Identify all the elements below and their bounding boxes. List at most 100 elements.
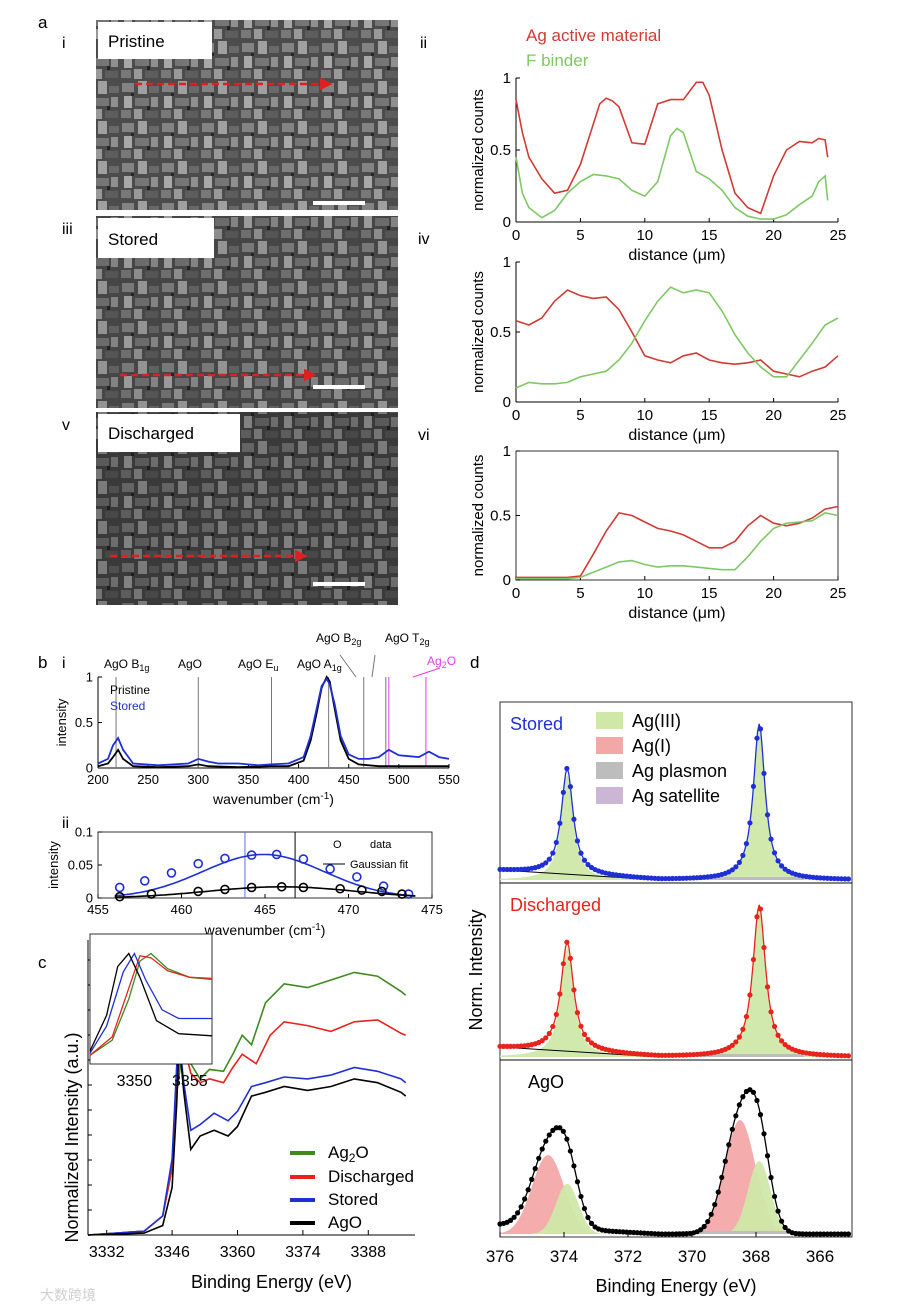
- data-point: [564, 765, 570, 772]
- x-axis-label: wavenumber (cm-1): [212, 791, 334, 807]
- data-point: [768, 836, 774, 842]
- data-point: [581, 1205, 588, 1212]
- inset-tick-label: 3350: [117, 1073, 153, 1090]
- x-tick-label: 25: [830, 407, 847, 424]
- legend-label: Ag plasmon: [632, 761, 727, 781]
- series-line-ag: [515, 81, 829, 215]
- data-point: [546, 1030, 552, 1037]
- y-tick-label: 0.5: [75, 715, 93, 730]
- data-point: [529, 1176, 535, 1182]
- band-label: AgO A1g: [297, 657, 342, 673]
- data-point: [515, 1210, 521, 1216]
- data-point: [543, 1138, 549, 1144]
- data-point: [539, 1146, 545, 1152]
- x-tick-label: 3360: [220, 1244, 256, 1261]
- panel-roman: ii: [62, 815, 69, 832]
- data-point-pristine: [193, 886, 203, 897]
- peak-fill-ag-iii: [500, 1183, 852, 1234]
- legend-label: Ag(I): [632, 736, 671, 756]
- data-point: [698, 1227, 704, 1233]
- data-point-stored: [193, 858, 203, 869]
- x-axis-label: wavenumber (cm-1): [204, 922, 326, 938]
- data-point: [747, 820, 753, 826]
- data-point-stored: [298, 854, 309, 864]
- data-point: [750, 956, 757, 963]
- profile-chart-vi: vi 0 5 10 15 20 25 0 0.5 1 distance (μm) normalized…: [418, 427, 846, 622]
- legend-fit: Gaussian fit: [350, 859, 408, 871]
- panel-label-a: a: [38, 13, 48, 32]
- profile-chart-iv: iv 0 5 10 15 20 25 0 0.5 1 distance (μm) normalized…: [418, 231, 846, 444]
- data-point: [560, 961, 566, 967]
- data-point: [726, 1142, 732, 1148]
- series-line-f-binder: [516, 512, 839, 580]
- data-point: [585, 1214, 591, 1221]
- x-tick-label: 350: [238, 772, 260, 787]
- x-tick-label: 470: [338, 902, 360, 917]
- plasmon-fill: [676, 1054, 804, 1057]
- data-point: [571, 1163, 577, 1169]
- xps-panel-stored: Stored: [497, 701, 853, 884]
- panel-roman: ii: [420, 35, 427, 52]
- data-point: [761, 944, 767, 951]
- data-point: [553, 839, 559, 846]
- y-axis-label: Normalized Intensity (a.u.): [62, 1032, 82, 1242]
- data-point: [511, 1214, 517, 1220]
- x-axis-label: distance (μm): [628, 427, 725, 444]
- panel-label-c: c: [38, 953, 47, 972]
- data-point: [705, 1218, 711, 1225]
- data-point: [733, 1039, 739, 1045]
- data-point: [722, 1158, 728, 1164]
- x-tick-label: 15: [701, 407, 718, 424]
- y-tick-label: 0: [503, 214, 511, 231]
- data-point: [779, 863, 785, 869]
- x-tick-label: 10: [636, 407, 653, 424]
- data-point: [733, 864, 739, 870]
- sem-image-discharged: v Discharged: [62, 412, 398, 605]
- peak-fill-ag-iii: [500, 905, 852, 1057]
- plot-frame: [515, 450, 839, 581]
- legend-label: Ag satellite: [632, 786, 720, 806]
- y-tick-label: 0: [86, 760, 93, 775]
- data-point: [571, 987, 577, 993]
- data-point: [532, 1166, 538, 1172]
- x-tick-label: 10: [636, 585, 653, 602]
- data-point-pristine: [276, 881, 287, 892]
- panel-name: AgO: [528, 1072, 564, 1092]
- data-point-stored: [403, 889, 414, 899]
- data-point: [845, 876, 852, 882]
- data-point: [507, 1217, 514, 1223]
- data-point: [546, 856, 552, 862]
- data-point: [761, 1131, 767, 1137]
- data-point: [543, 860, 549, 866]
- data-point-stored: [352, 872, 362, 882]
- data-point: [733, 1113, 739, 1119]
- y-axis-label: normalized counts: [470, 455, 487, 577]
- data-point: [775, 858, 781, 864]
- x-tick-label: 15: [701, 585, 718, 602]
- raman-chart: i 200 250 300 350 400 450 500 550 0 0.5 1 AgO B1g AgO…: [54, 631, 460, 807]
- sem-label: Pristine: [108, 32, 165, 51]
- data-point: [771, 850, 778, 856]
- data-point: [757, 906, 764, 912]
- data-point: [525, 1187, 531, 1193]
- band-label: AgO T2g: [385, 631, 429, 647]
- data-point: [567, 1148, 574, 1154]
- series-line-f-binder: [515, 127, 829, 220]
- data-point: [750, 783, 757, 790]
- data-point: [550, 850, 556, 856]
- sem-label: Discharged: [108, 424, 194, 443]
- data-point-pristine: [220, 884, 230, 895]
- x-axis-label: Binding Energy (eV): [595, 1276, 756, 1296]
- x-tick-label: 368: [742, 1247, 770, 1266]
- data-point: [578, 1023, 584, 1029]
- legend-label: AgO: [328, 1213, 362, 1232]
- data-point: [736, 1034, 742, 1040]
- xanes-inset: 3350 3355: [89, 933, 213, 1090]
- raman-line-stored: [97, 677, 450, 767]
- x-tick-label: 376: [486, 1247, 514, 1266]
- panel-roman: iv: [418, 231, 430, 248]
- xanes-line-stored: [87, 1038, 407, 1236]
- data-point: [557, 1125, 563, 1131]
- data-point: [845, 1053, 852, 1059]
- y-tick-label: 1: [503, 443, 511, 460]
